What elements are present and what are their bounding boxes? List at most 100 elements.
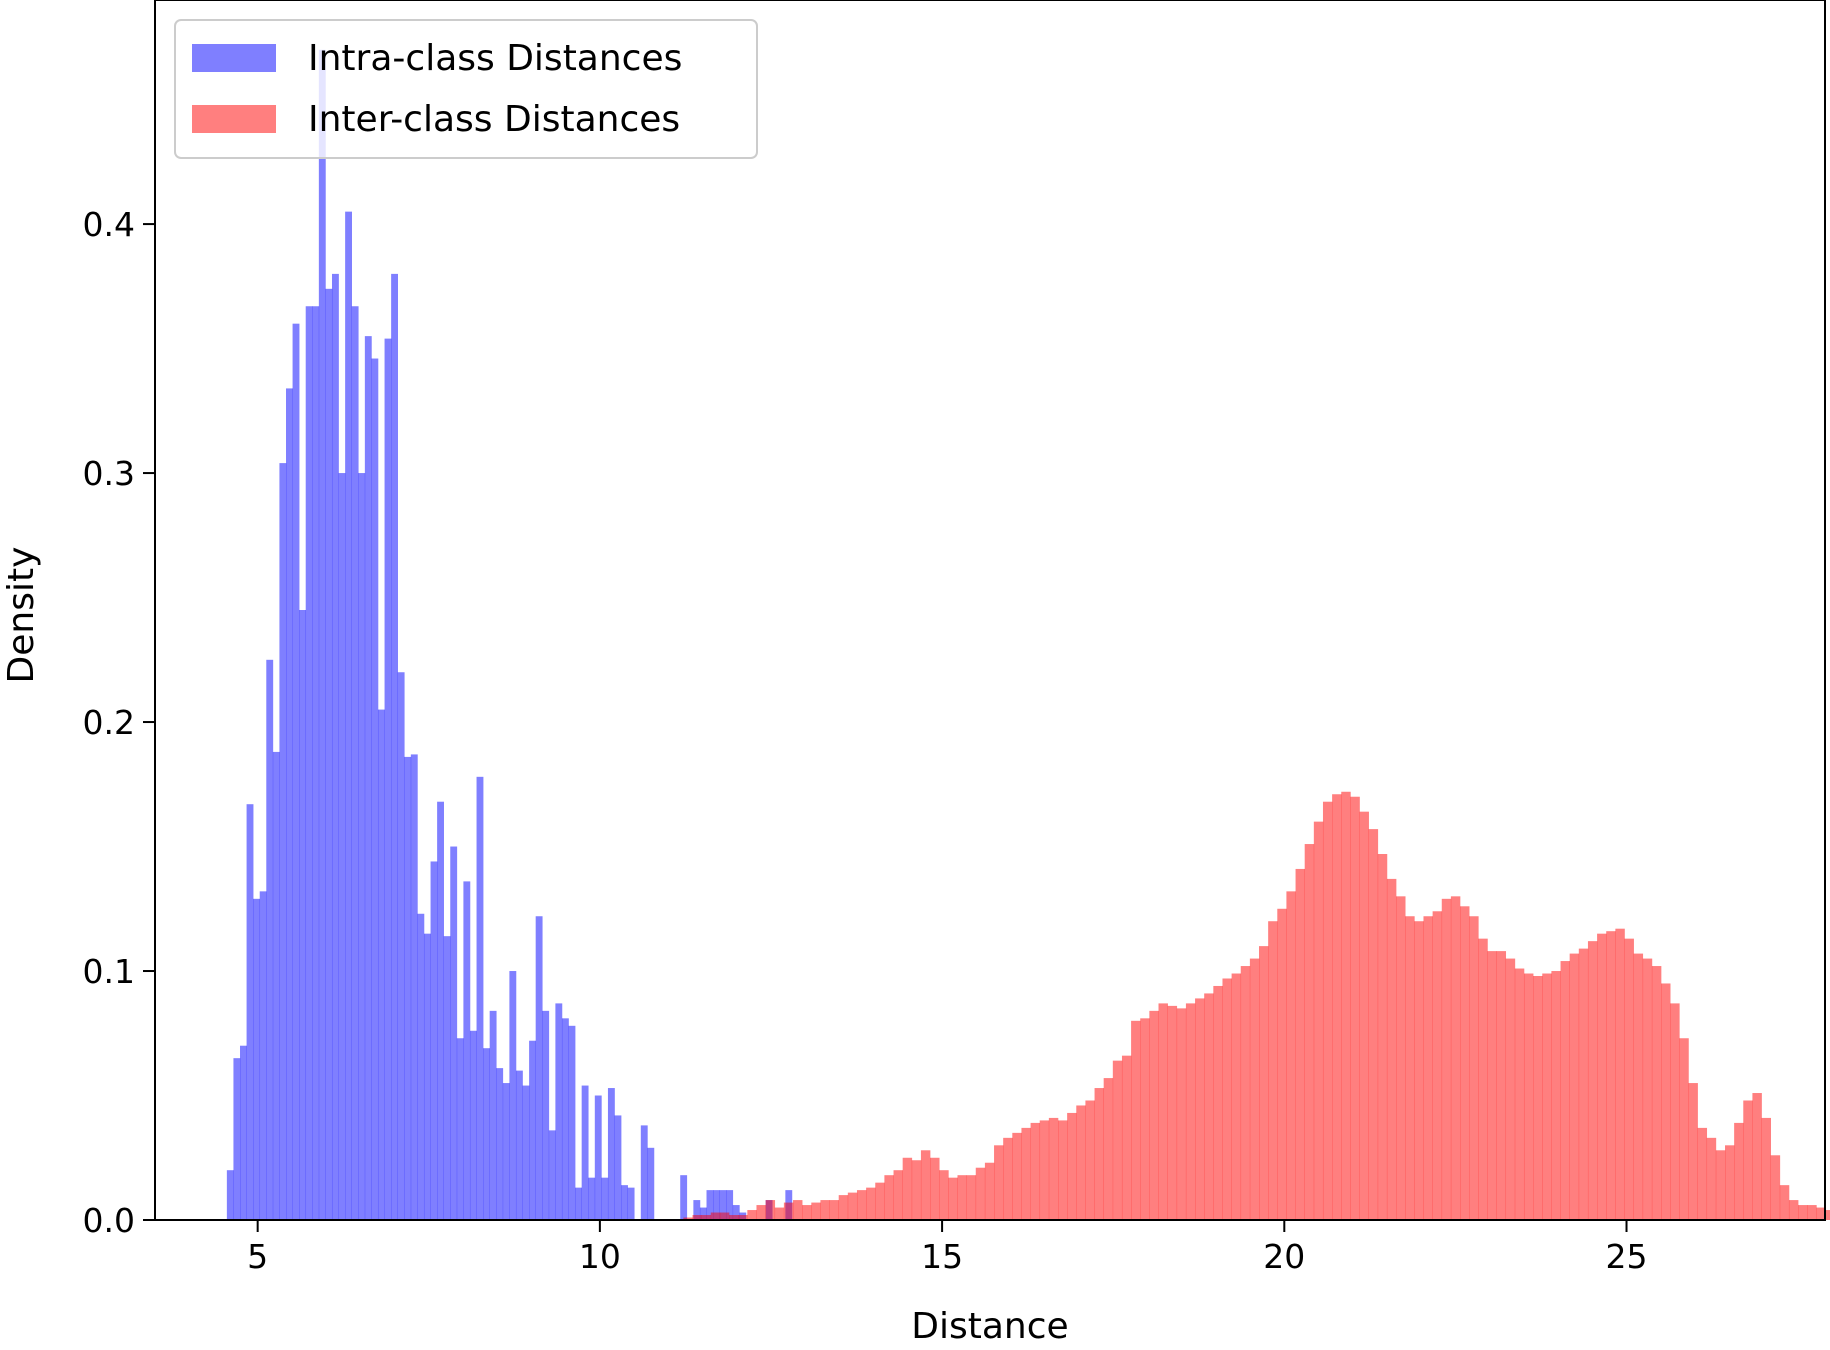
histogram-bar [930, 1157, 940, 1220]
histogram-bar [1085, 1100, 1095, 1220]
histogram-bar [233, 1058, 241, 1220]
legend: Intra-class Distances Inter-class Distan… [174, 19, 758, 159]
histogram-bar [1067, 1112, 1077, 1220]
histogram-bar [1396, 896, 1406, 1220]
histogram-bar [1633, 953, 1644, 1220]
histogram-bar [957, 1175, 967, 1220]
histogram-bar [1112, 1060, 1123, 1220]
histogram-bar [1103, 1078, 1114, 1220]
histogram-bar [738, 1215, 748, 1220]
histogram-bar [1670, 1003, 1680, 1220]
histogram-bar [1597, 933, 1607, 1220]
histogram-bar [866, 1187, 876, 1220]
histogram-bar [948, 1177, 958, 1220]
y-tick-label: 0.3 [83, 454, 135, 493]
histogram-bar [555, 1003, 563, 1220]
histogram-bar [1715, 1150, 1726, 1220]
histogram-bar [299, 610, 307, 1220]
histogram-bar [783, 1202, 794, 1220]
x-tick-label: 20 [1263, 1237, 1305, 1276]
histogram-bar [1240, 966, 1251, 1220]
histogram-bar [1259, 946, 1269, 1220]
histogram-bar [680, 1175, 688, 1220]
histogram-bar [1304, 844, 1315, 1220]
histogram-bar [1048, 1117, 1059, 1220]
histogram-bar [1697, 1127, 1708, 1220]
legend-swatch-inter [192, 105, 276, 133]
histogram-bar [1286, 891, 1296, 1220]
histogram-bar [875, 1182, 885, 1220]
histogram-bar [1679, 1038, 1689, 1220]
histogram-bar [1825, 1210, 1830, 1220]
histogram-bar [226, 1170, 234, 1220]
histogram-bar [1624, 938, 1634, 1220]
histogram-bar [259, 891, 267, 1220]
histogram-bar [1651, 966, 1662, 1220]
y-tick-label: 0.4 [83, 205, 135, 244]
histogram-bar [496, 1068, 504, 1220]
histogram-bar [522, 1085, 530, 1220]
histogram-bar [911, 1160, 922, 1220]
histogram-bar [1798, 1205, 1808, 1220]
histogram-bar [601, 1177, 609, 1220]
legend-swatch-intra [192, 44, 276, 72]
histogram-bar [502, 1083, 510, 1220]
histogram-bar [1359, 811, 1369, 1220]
histogram-bar [1322, 801, 1333, 1220]
histogram-bar [1788, 1200, 1799, 1220]
histogram-bar [1003, 1137, 1013, 1220]
histogram-bar [1587, 941, 1598, 1220]
histogram-bar [693, 1200, 701, 1220]
histogram-bar [1021, 1127, 1031, 1220]
histogram-bar [847, 1192, 858, 1220]
histogram-bar [1578, 948, 1589, 1220]
histogram-bar [1441, 898, 1452, 1220]
y-axis-ticks: 0.0 0.1 0.2 0.3 0.4 [83, 205, 155, 1240]
histogram-bar [1131, 1020, 1141, 1220]
plot-frame [154, 0, 1826, 1221]
histogram-bar [692, 1215, 702, 1220]
histogram-bar [1167, 1005, 1178, 1220]
histogram-bar [729, 1215, 739, 1220]
histogram-bar [410, 754, 418, 1220]
histogram-bar [1752, 1093, 1762, 1220]
y-tick-label: 0.0 [83, 1201, 135, 1240]
histogram-bar [476, 776, 484, 1220]
histogram-bar [1688, 1083, 1698, 1220]
histogram-bar [829, 1200, 840, 1220]
y-axis-label: Density [1, 547, 42, 684]
legend-box [174, 19, 758, 159]
histogram-bar [1231, 973, 1242, 1220]
histogram-bar [364, 336, 372, 1220]
histogram-bar [1204, 993, 1214, 1220]
histogram-bar [1816, 1207, 1826, 1220]
histogram-bar [345, 211, 352, 1220]
histogram-bar [683, 1217, 693, 1220]
histogram-bar [706, 1190, 714, 1220]
histogram-bar [1514, 968, 1525, 1220]
histogram-bar [984, 1162, 995, 1220]
histogram-bar [1770, 1155, 1781, 1220]
x-axis-ticks: 5 10 15 20 25 [247, 1220, 1648, 1276]
histogram-bar [1149, 1010, 1159, 1220]
histogram-bar [1505, 958, 1516, 1220]
histogram-bar [1807, 1205, 1817, 1220]
histogram-bar [1195, 998, 1205, 1220]
histogram-bar [529, 1040, 536, 1220]
histogram-bar [1185, 1003, 1196, 1220]
x-tick-label: 25 [1606, 1237, 1648, 1276]
histogram-bar [1487, 951, 1497, 1220]
histogram-bar [325, 288, 333, 1220]
histogram-bar [423, 933, 431, 1220]
y-tick-label: 0.1 [83, 952, 135, 991]
histogram-bar [699, 1207, 707, 1220]
histogram-bar [272, 751, 280, 1220]
histogram-bar [621, 1185, 628, 1220]
histogram-bar [246, 804, 254, 1220]
series-intra-bars [226, 49, 793, 1221]
histogram-bar [489, 1010, 497, 1220]
histogram-bar [732, 1205, 740, 1220]
histogram-bar [627, 1187, 635, 1220]
histogram-bar [893, 1170, 903, 1220]
histogram-bar [1478, 938, 1488, 1220]
